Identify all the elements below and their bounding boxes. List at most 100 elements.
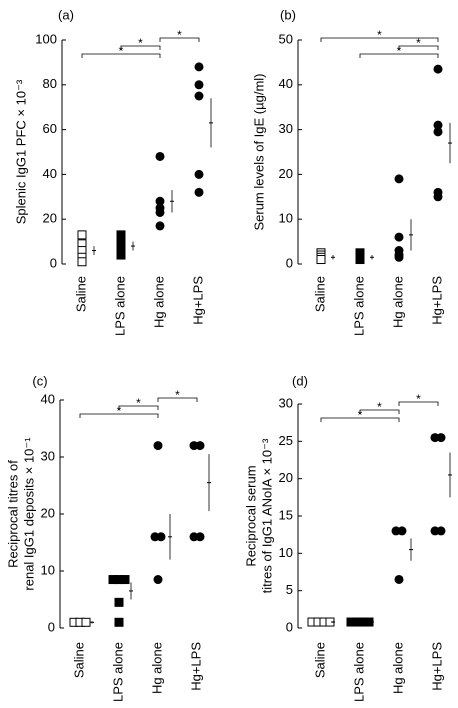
significance-bracket	[159, 37, 200, 42]
y-tick-label: 80	[43, 76, 57, 91]
y-axis-label: Splenic IgG1 PFC × 10⁻³	[13, 79, 28, 224]
panel-label: (c)	[32, 373, 47, 388]
x-tick-label: Saline	[312, 642, 327, 678]
data-point	[397, 526, 407, 536]
y-tick-label: 20	[43, 211, 57, 226]
significance-label: *	[138, 36, 143, 50]
significance-bracket	[359, 409, 400, 414]
significance-label: *	[377, 400, 382, 414]
data-point	[153, 575, 163, 585]
significance-label: *	[175, 388, 180, 402]
x-tick-label: Hg+LPS	[429, 642, 444, 691]
y-axis-label: titres of IgG1 ANoIA × 10⁻³	[259, 438, 274, 593]
x-tick-label: Hg+LPS	[429, 276, 444, 325]
y-tick-label: 40	[279, 76, 293, 91]
data-point	[156, 532, 166, 542]
significance-bracket	[81, 53, 161, 58]
x-tick-label: Saline	[73, 276, 88, 312]
x-tick-label: LPS alone	[351, 642, 366, 702]
data-point	[194, 169, 204, 179]
x-tick-label: Hg alone	[390, 642, 405, 694]
significance-label: *	[358, 408, 363, 422]
data-point	[155, 207, 165, 217]
data-point	[394, 174, 404, 184]
significance-label: *	[117, 404, 122, 418]
significance-bracket	[118, 405, 159, 410]
data-point	[394, 252, 404, 262]
y-axis-label: Serum levels of IgE (µg/ml)	[251, 73, 266, 230]
data-point	[433, 64, 443, 74]
data-point	[394, 232, 404, 242]
data-point	[433, 192, 443, 202]
data-point	[194, 187, 204, 197]
y-tick-label: 5	[286, 582, 293, 597]
data-point	[194, 80, 204, 90]
significance-bracket	[120, 45, 161, 50]
significance-bracket	[320, 417, 400, 422]
y-tick-label: 30	[279, 121, 293, 136]
y-tick-label: 10	[279, 211, 293, 226]
panel-label: (d)	[292, 373, 308, 388]
data-point	[81, 617, 91, 627]
data-point	[195, 441, 205, 451]
x-tick-label: Hg alone	[390, 276, 405, 328]
y-tick-label: 10	[279, 545, 293, 560]
significance-bracket	[359, 53, 439, 58]
x-tick-label: Saline	[312, 276, 327, 312]
y-tick-label: 40	[41, 391, 55, 406]
y-tick-label: 0	[286, 619, 293, 634]
significance-bracket	[320, 37, 439, 42]
data-point	[316, 255, 326, 265]
y-tick-label: 25	[279, 433, 293, 448]
x-tick-label: Saline	[71, 642, 86, 678]
significance-label: *	[416, 392, 421, 406]
data-point	[433, 127, 443, 137]
data-point	[155, 151, 165, 161]
y-tick-label: 10	[41, 562, 55, 577]
x-tick-label: LPS alone	[351, 276, 366, 336]
data-point	[436, 433, 446, 443]
y-tick-label: 20	[279, 470, 293, 485]
y-tick-label: 60	[43, 121, 57, 136]
y-tick-label: 20	[41, 505, 55, 520]
data-point	[153, 441, 163, 451]
significance-label: *	[119, 44, 124, 58]
data-point	[114, 597, 124, 607]
x-tick-label: Hg+LPS	[188, 642, 203, 691]
significance-label: *	[416, 36, 421, 50]
data-point	[433, 120, 443, 130]
y-tick-label: 100	[35, 31, 57, 46]
y-tick-label: 30	[279, 395, 293, 410]
y-tick-label: 15	[279, 507, 293, 522]
significance-bracket	[157, 397, 198, 402]
data-point	[194, 91, 204, 101]
x-tick-label: LPS alone	[110, 642, 125, 702]
data-point	[114, 617, 124, 627]
panel-label: (a)	[58, 7, 74, 22]
significance-bracket	[398, 401, 439, 406]
y-axis-label: Reciprocal titres of	[5, 460, 20, 568]
x-tick-label: Hg+LPS	[190, 276, 205, 325]
y-tick-label: 40	[43, 166, 57, 181]
y-tick-label: 50	[279, 31, 293, 46]
significance-bracket	[79, 413, 159, 418]
y-axis-label: renal IgG1 deposits × 10⁻¹	[21, 437, 36, 591]
data-point	[355, 255, 365, 265]
data-point	[77, 257, 87, 267]
significance-label: *	[397, 44, 402, 58]
data-point	[195, 532, 205, 542]
data-point	[120, 575, 130, 585]
significance-label: *	[377, 28, 382, 42]
y-tick-label: 20	[279, 166, 293, 181]
significance-label: *	[136, 396, 141, 410]
y-tick-label: 30	[41, 448, 55, 463]
y-axis-label: Reciprocal serum	[243, 465, 258, 566]
y-tick-label: 0	[48, 619, 55, 634]
data-point	[436, 526, 446, 536]
x-tick-label: LPS alone	[112, 276, 127, 336]
significance-bracket	[398, 45, 439, 50]
data-point	[116, 250, 126, 260]
panel-label: (b)	[280, 7, 296, 22]
significance-label: *	[177, 28, 182, 42]
